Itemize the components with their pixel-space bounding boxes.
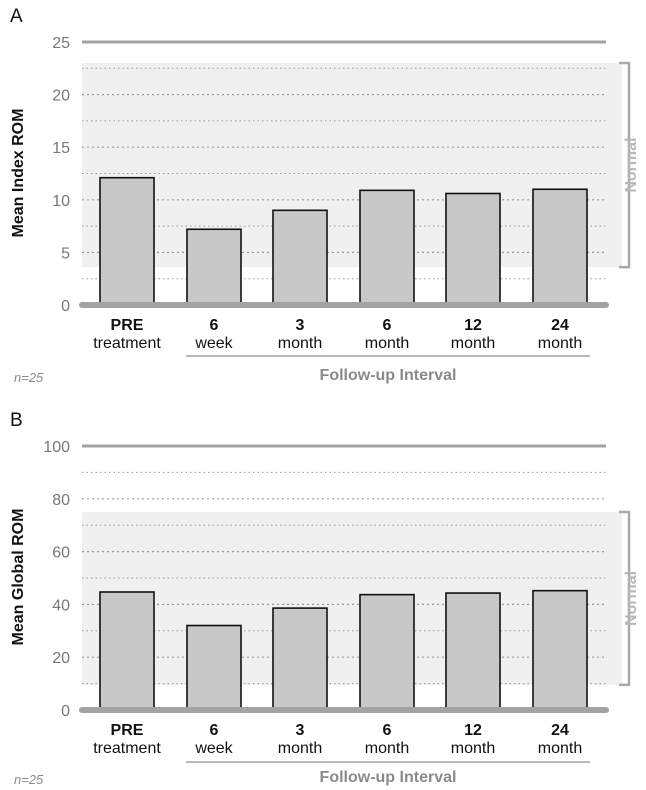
x-tick-label-bottom: month (365, 335, 409, 352)
y-tick-label: 60 (52, 545, 70, 562)
x-tick-label-bottom: week (194, 740, 233, 757)
y-tick-label: 20 (52, 650, 70, 667)
x-tick-label-top: 6 (210, 722, 219, 739)
y-axis-label: Mean Global ROM (10, 509, 27, 646)
x-tick-label-top: 12 (464, 317, 482, 334)
x-axis-label: Follow-up Interval (320, 769, 457, 786)
y-tick-label: 0 (61, 703, 70, 720)
x-tick-label-top: 24 (551, 317, 569, 334)
y-tick-label: 100 (43, 439, 70, 456)
normal-range-band (82, 512, 622, 685)
x-tick-label-bottom: month (451, 335, 495, 352)
bar (359, 593, 415, 711)
x-tick-label-top: PRE (111, 722, 144, 739)
normal-range-bracket (619, 61, 631, 269)
x-tick-label-bottom: month (451, 740, 495, 757)
bar (186, 228, 242, 306)
x-tick-label-bottom: week (194, 335, 233, 352)
y-tick-label: 10 (52, 193, 70, 210)
y-tick-label: 0 (61, 298, 70, 315)
x-tick-label-bottom: month (278, 335, 322, 352)
bar (99, 591, 155, 711)
bar (445, 192, 501, 306)
x-tick-label-bottom: month (278, 740, 322, 757)
bar (99, 176, 155, 306)
x-tick-label-top: 24 (551, 722, 569, 739)
y-tick-label: 20 (52, 88, 70, 105)
normal-range-band (82, 63, 622, 268)
sample-size-label: n=25 (14, 772, 44, 787)
sample-size-label: n=25 (14, 370, 44, 385)
x-tick-label-bottom: month (538, 335, 582, 352)
y-tick-label: 25 (52, 35, 70, 52)
bar (272, 607, 328, 711)
x-tick-label-bottom: treatment (93, 335, 161, 352)
x-tick-label-bottom: treatment (93, 740, 161, 757)
bar (532, 188, 588, 306)
y-tick-label: 40 (52, 597, 70, 614)
bar (532, 589, 588, 711)
panel-label: A (10, 6, 23, 27)
y-axis-label: Mean Index ROM (10, 109, 27, 238)
bar (445, 592, 501, 711)
panel-label: B (10, 410, 23, 431)
chart-panel-a: ANormal0510152025PREtreatment6week3month… (10, 6, 640, 385)
x-tick-label-bottom: month (365, 740, 409, 757)
x-tick-label-bottom: month (538, 740, 582, 757)
normal-range-label: Normal (623, 571, 640, 626)
bar (186, 624, 242, 711)
x-tick-label-top: 6 (210, 317, 219, 334)
x-tick-label-top: PRE (111, 317, 144, 334)
x-tick-label-top: 6 (383, 722, 392, 739)
x-tick-label-top: 3 (296, 722, 305, 739)
chart-panel-b: BNormal020406080100PREtreatment6week3mon… (10, 410, 640, 787)
bar (359, 189, 415, 306)
x-tick-label-top: 12 (464, 722, 482, 739)
normal-range-label: Normal (623, 138, 640, 193)
y-tick-label: 15 (52, 140, 70, 157)
x-axis-label: Follow-up Interval (320, 367, 457, 384)
normal-range-bracket (619, 510, 631, 687)
y-tick-label: 80 (52, 492, 70, 509)
x-tick-label-top: 3 (296, 317, 305, 334)
bar (272, 209, 328, 306)
y-tick-label: 5 (61, 245, 70, 262)
x-tick-label-top: 6 (383, 317, 392, 334)
